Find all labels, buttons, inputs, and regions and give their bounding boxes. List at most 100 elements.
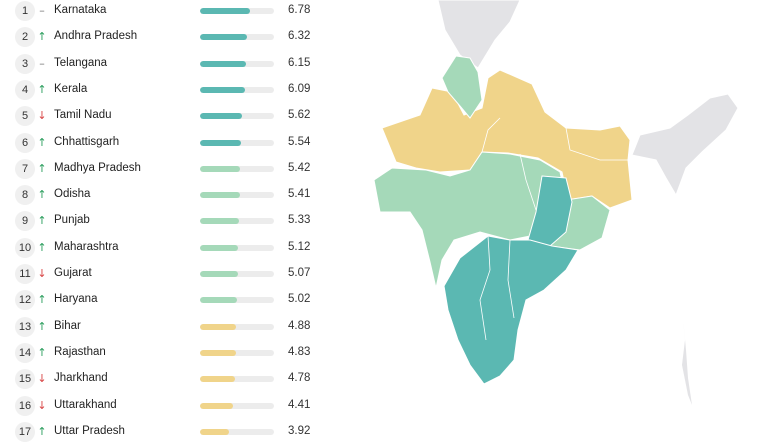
- score-value: 5.41: [288, 188, 311, 201]
- ranking-row: 16 ↓ Uttarakhand 4.41: [0, 394, 340, 420]
- score-bar: [200, 244, 274, 251]
- state-name: Karnataka: [54, 4, 107, 16]
- state-ranking-list: 1– Karnataka 6.78 2 ↑ Andhra Pradesh 6.32 3– Tel…: [0, 0, 340, 442]
- rank-number: 14: [15, 342, 35, 363]
- score-value: 5.12: [288, 240, 311, 253]
- arrow-up-icon: ↑: [37, 82, 47, 96]
- rank-number: 5: [15, 106, 35, 127]
- state-name: Andhra Pradesh: [54, 30, 138, 43]
- score-bar: [200, 271, 274, 277]
- score-bar: [200, 349, 274, 356]
- ranking-row: 15 ↓ Jharkhand 4.78: [0, 367, 340, 393]
- arrow-up-icon: ↑: [37, 293, 47, 307]
- arrow-down-icon: ↓: [37, 372, 47, 386]
- rank-number: 15: [15, 369, 35, 390]
- map-region-northeast-grey: [631, 93, 739, 197]
- score-bar: [200, 376, 274, 383]
- score-bar-fill: [200, 271, 238, 277]
- rank-number: 9: [15, 211, 35, 232]
- score-bar-fill: [200, 113, 242, 120]
- score-value: 6.32: [288, 30, 311, 43]
- state-name: Chhattisgarh: [54, 135, 120, 148]
- dash-icon: –: [39, 56, 45, 70]
- rank-number: 17: [15, 421, 35, 442]
- score-bar-fill: [200, 34, 247, 41]
- score-bar-fill: [200, 218, 240, 225]
- score-bar-fill: [200, 297, 238, 304]
- state-name: Uttarakhand: [54, 398, 117, 411]
- score-value: 6.15: [288, 56, 311, 69]
- ranking-row: 1– Karnataka 6.78: [0, 0, 340, 25]
- score-bar-fill: [200, 8, 251, 14]
- ranking-row: 11 ↓ Gujarat 5.07: [0, 262, 340, 288]
- state-name: Rajasthan: [54, 345, 106, 358]
- arrow-up-icon: ↑: [37, 214, 47, 228]
- score-value: 5.42: [288, 161, 311, 174]
- score-bar-fill: [200, 428, 229, 435]
- rank-number: 13: [15, 316, 35, 337]
- state-name: Odisha: [54, 188, 91, 201]
- arrow-up-icon: ↑: [37, 345, 47, 359]
- score-bar: [200, 8, 274, 14]
- dash-icon: –: [39, 4, 45, 17]
- score-bar-fill: [200, 60, 246, 67]
- state-name: Jharkhand: [54, 372, 108, 385]
- score-bar-fill: [200, 192, 241, 199]
- score-bar: [200, 428, 274, 435]
- score-bar-fill: [200, 139, 241, 146]
- ranking-row: 3– Telangana 6.15: [0, 52, 340, 78]
- india-map-svg: [373, 0, 739, 405]
- score-bar: [200, 402, 274, 409]
- score-bar-fill: [200, 323, 237, 330]
- score-value: 6.78: [288, 4, 311, 16]
- score-bar-fill: [200, 376, 236, 383]
- arrow-up-icon: ↑: [37, 188, 47, 202]
- state-name: Kerala: [54, 82, 88, 95]
- ranking-row: 9 ↑ Punjab 5.33: [0, 209, 340, 235]
- score-bar-fill: [200, 165, 241, 172]
- arrow-up-icon: ↑: [37, 161, 47, 175]
- score-bar-fill: [200, 402, 233, 409]
- score-bar: [200, 113, 274, 120]
- state-name: Telangana: [54, 56, 108, 69]
- score-bar-fill: [200, 86, 246, 93]
- arrow-down-icon: ↓: [37, 109, 47, 123]
- arrow-up-icon: ↑: [37, 319, 47, 333]
- ranking-row: 17 ↑ Uttar Pradesh 3.92: [0, 420, 340, 446]
- rank-number: 11: [15, 264, 35, 284]
- ranking-row: 14 ↑ Rajasthan 4.83: [0, 341, 340, 367]
- ranking-row: 12 ↑ Haryana 5.02: [0, 288, 340, 314]
- score-bar: [200, 165, 274, 172]
- arrow-up-icon: ↑: [37, 424, 47, 438]
- rank-number: 1: [15, 1, 35, 21]
- ranking-row: 10 ↑ Maharashtra 5.12: [0, 236, 340, 262]
- state-name: Madhya Pradesh: [54, 161, 141, 174]
- rank-number: 3: [15, 53, 35, 74]
- map-region-teal-chhattisgarh: [527, 175, 573, 247]
- state-name: Bihar: [54, 319, 81, 332]
- score-value: 4.88: [288, 319, 311, 332]
- rank-number: 4: [15, 79, 35, 100]
- ranking-row: 2 ↑ Andhra Pradesh 6.32: [0, 25, 340, 51]
- ranking-row: 6 ↑ Chhattisgarh 5.54: [0, 131, 340, 157]
- score-bar: [200, 323, 274, 330]
- map-region-green-north: [441, 55, 483, 119]
- rank-number: 10: [15, 237, 35, 258]
- ranking-row: 4 ↑ Kerala 6.09: [0, 78, 340, 104]
- score-value: 4.78: [288, 372, 311, 385]
- score-value: 4.83: [288, 345, 311, 358]
- score-bar: [200, 34, 274, 41]
- score-bar: [200, 86, 274, 93]
- state-name: Punjab: [54, 214, 90, 227]
- score-value: 5.02: [288, 293, 311, 306]
- arrow-up-icon: ↑: [37, 135, 47, 149]
- score-value: 5.54: [288, 135, 311, 148]
- ranking-row: 7 ↑ Madhya Pradesh 5.42: [0, 157, 340, 183]
- score-bar-fill: [200, 244, 238, 251]
- rank-number: 8: [15, 185, 35, 206]
- score-value: 5.62: [288, 109, 311, 122]
- score-bar: [200, 60, 274, 67]
- score-bar-fill: [200, 349, 236, 356]
- rank-number: 6: [15, 132, 35, 153]
- score-value: 6.09: [288, 82, 311, 95]
